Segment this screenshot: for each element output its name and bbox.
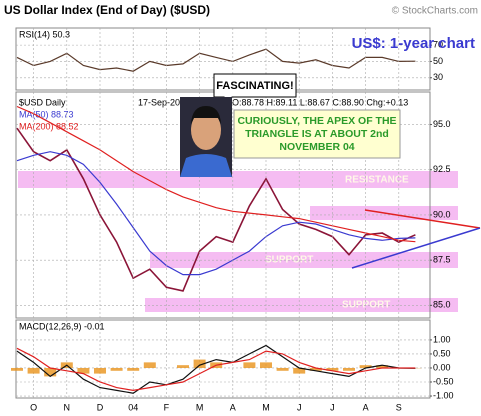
legend-entry: $USD Daily — [19, 97, 66, 107]
chart-label: US$: 1-year chart — [352, 35, 475, 52]
histogram-bar — [11, 367, 23, 371]
histogram-bar — [94, 367, 106, 374]
line — [16, 127, 416, 292]
y-tick-label: -1.00 — [433, 390, 454, 400]
y-tick-label: -0.50 — [433, 376, 454, 386]
apex-note-text: CURIOUSLY, THE APEX OF THE TRIANGLE IS AT… — [237, 115, 396, 153]
y-tick-label: 95.0 — [433, 119, 451, 129]
y-tick-label: 70 — [433, 40, 443, 50]
histogram-bar — [276, 367, 289, 371]
histogram-bar — [77, 367, 90, 374]
histogram-bar — [376, 365, 389, 368]
triangle — [351, 209, 481, 269]
legend-entry: MA(50) 88.73 — [19, 109, 74, 119]
x-tick-label: S — [396, 402, 402, 412]
plots: 30 50 70 RSI(14) 50.3 85.0 87.5 90.0 92.5 95.0 17… — [11, 27, 454, 412]
line — [16, 105, 416, 243]
note-box — [233, 109, 401, 159]
panel-title: RSI(14) 50.3 — [19, 29, 70, 39]
triangle-upper — [364, 209, 481, 229]
y-tick-label: 85.0 — [433, 300, 451, 310]
histogram-bar — [127, 367, 140, 371]
x-tick-label: D — [97, 402, 104, 412]
apex-note: CURIOUSLY, THE APEX OF THE TRIANGLE IS AT… — [233, 109, 401, 159]
x-tick-label: M — [196, 402, 204, 412]
line — [16, 347, 416, 392]
line — [16, 151, 416, 276]
x-tick-label: N — [64, 402, 71, 412]
y-tick-label: 87.5 — [433, 255, 451, 265]
panel-frame — [15, 319, 431, 399]
histogram-bar — [110, 367, 123, 371]
histogram-bar — [44, 367, 57, 377]
copyright: © StockCharts.com — [392, 6, 478, 17]
x-tick-label: O — [30, 402, 37, 412]
histogram-bar — [359, 365, 372, 368]
histogram-bar — [326, 367, 339, 371]
y-tick-label: 92.5 — [433, 164, 451, 174]
histogram-bar — [143, 362, 156, 368]
x-tick-label: J — [330, 402, 335, 412]
resistance-band — [18, 171, 458, 188]
ohlc-label: O:88.78 H:89.11 L:88.67 C:88.90 Chg:+0.1… — [232, 97, 408, 107]
x-tick-label: A — [230, 402, 236, 412]
y-tick-label: 0.00 — [433, 362, 451, 372]
legend-entry: MA(200) 88.52 — [19, 121, 79, 131]
y-tick-label: 90.0 — [433, 209, 451, 219]
line — [16, 344, 416, 394]
speech-text: FASCINATING! — [216, 80, 293, 92]
histogram-bar — [260, 362, 272, 368]
face — [191, 110, 221, 150]
histogram-bar — [193, 359, 206, 368]
histogram-bar — [293, 367, 306, 374]
y-tick-label: 0.50 — [433, 348, 451, 358]
y-tick-label: 30 — [433, 72, 443, 82]
histogram-bar — [343, 367, 355, 371]
y-tick-label: 50 — [433, 56, 443, 66]
histogram-bar — [309, 367, 322, 371]
panel-title: MACD(12,26,9) -0.01 — [19, 321, 105, 331]
x-tick-label: J — [297, 402, 302, 412]
hair — [191, 106, 221, 124]
y-tick-label: 1.00 — [433, 334, 451, 344]
line — [16, 48, 416, 72]
support-band — [145, 298, 458, 312]
x-tick-label: F — [164, 402, 170, 412]
x-tick-label: M — [262, 402, 270, 412]
histogram-bar — [177, 365, 189, 368]
triangle-lower — [351, 227, 481, 269]
resistance-label: RESISTANCE — [345, 175, 409, 186]
date-label: 17-Sep-2004 — [138, 97, 190, 107]
portrait — [180, 97, 232, 177]
x-tick-label: A — [363, 402, 369, 412]
histogram-bar — [243, 362, 256, 368]
shirt — [180, 154, 232, 177]
support-label: SUPPORT — [342, 300, 390, 311]
chart-title: US Dollar Index (End of Day) ($USD) — [4, 3, 210, 17]
x-tick-label: 04 — [128, 402, 138, 412]
histogram-bar — [27, 367, 40, 374]
